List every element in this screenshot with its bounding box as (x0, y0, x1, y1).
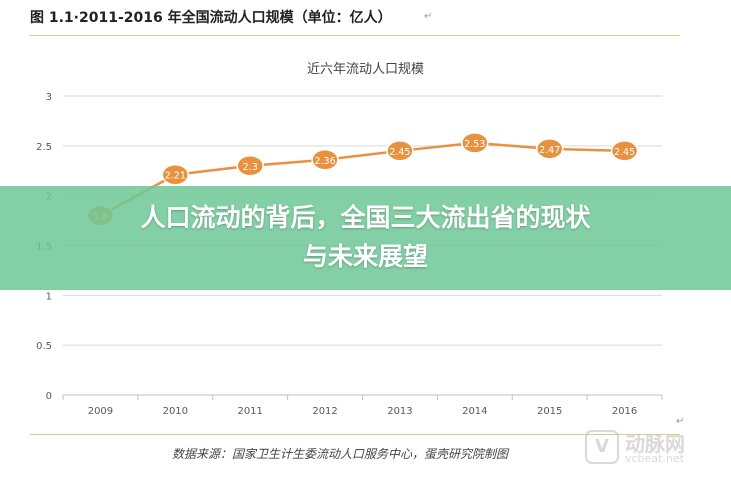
x-tick-label: 2010 (163, 406, 188, 417)
x-tick-label: 2013 (387, 406, 412, 417)
data-point (386, 140, 414, 162)
x-tick-label: 2009 (88, 406, 113, 417)
data-label: 2.47 (539, 145, 560, 156)
data-label: 2.45 (389, 147, 410, 158)
x-tick-label: 2011 (237, 406, 262, 417)
paragraph-mark: ↵ (424, 11, 433, 22)
data-point (461, 132, 489, 154)
x-tick-label: 2016 (612, 406, 637, 417)
x-tick-label: 2012 (312, 406, 337, 417)
watermark-name: 动脉网 (625, 432, 685, 456)
y-tick-label: 0.5 (36, 341, 52, 352)
data-label: 2.3 (243, 162, 258, 173)
chart-title: 近六年流动人口规模 (306, 62, 424, 77)
watermark-logo: V 动脉网 vcbeat.net (585, 428, 725, 468)
x-tick-label: 2015 (537, 406, 562, 417)
data-point (236, 155, 264, 177)
headline-line-1: 人口流动的背后，全国三大流出省的现状 (140, 203, 591, 232)
paragraph-mark-2: ↵ (676, 416, 685, 427)
figure-caption: 图 1.1·2011-2016 年全国流动人口规模（单位：亿人） (30, 10, 392, 26)
y-tick-label: 2.5 (36, 142, 52, 153)
x-tick-label: 2014 (462, 406, 487, 417)
y-tick-label: 1 (46, 291, 52, 302)
data-label: 2.45 (614, 147, 635, 158)
bottom-divider (30, 434, 680, 435)
top-divider (30, 35, 680, 36)
data-point (535, 138, 564, 160)
data-point (161, 163, 190, 186)
data-point (311, 149, 339, 171)
source-note: 数据来源：国家卫生计生委流动人口服务中心，蛋壳研究院制图 (172, 447, 509, 461)
headline: 人口流动的背后，全国三大流出省的现状 与未来展望 (0, 198, 731, 276)
data-point (610, 140, 639, 162)
watermark-url: vcbeat.net (625, 452, 684, 465)
headline-line-2: 与未来展望 (302, 242, 428, 271)
data-label: 2.53 (464, 139, 485, 150)
data-label: 2.36 (314, 156, 335, 167)
data-label: 2.21 (165, 171, 186, 182)
y-tick-label: 3 (46, 92, 52, 103)
watermark-badge-icon: V (585, 430, 619, 464)
headline-banner (0, 186, 731, 290)
y-tick-label: 0 (46, 391, 52, 402)
